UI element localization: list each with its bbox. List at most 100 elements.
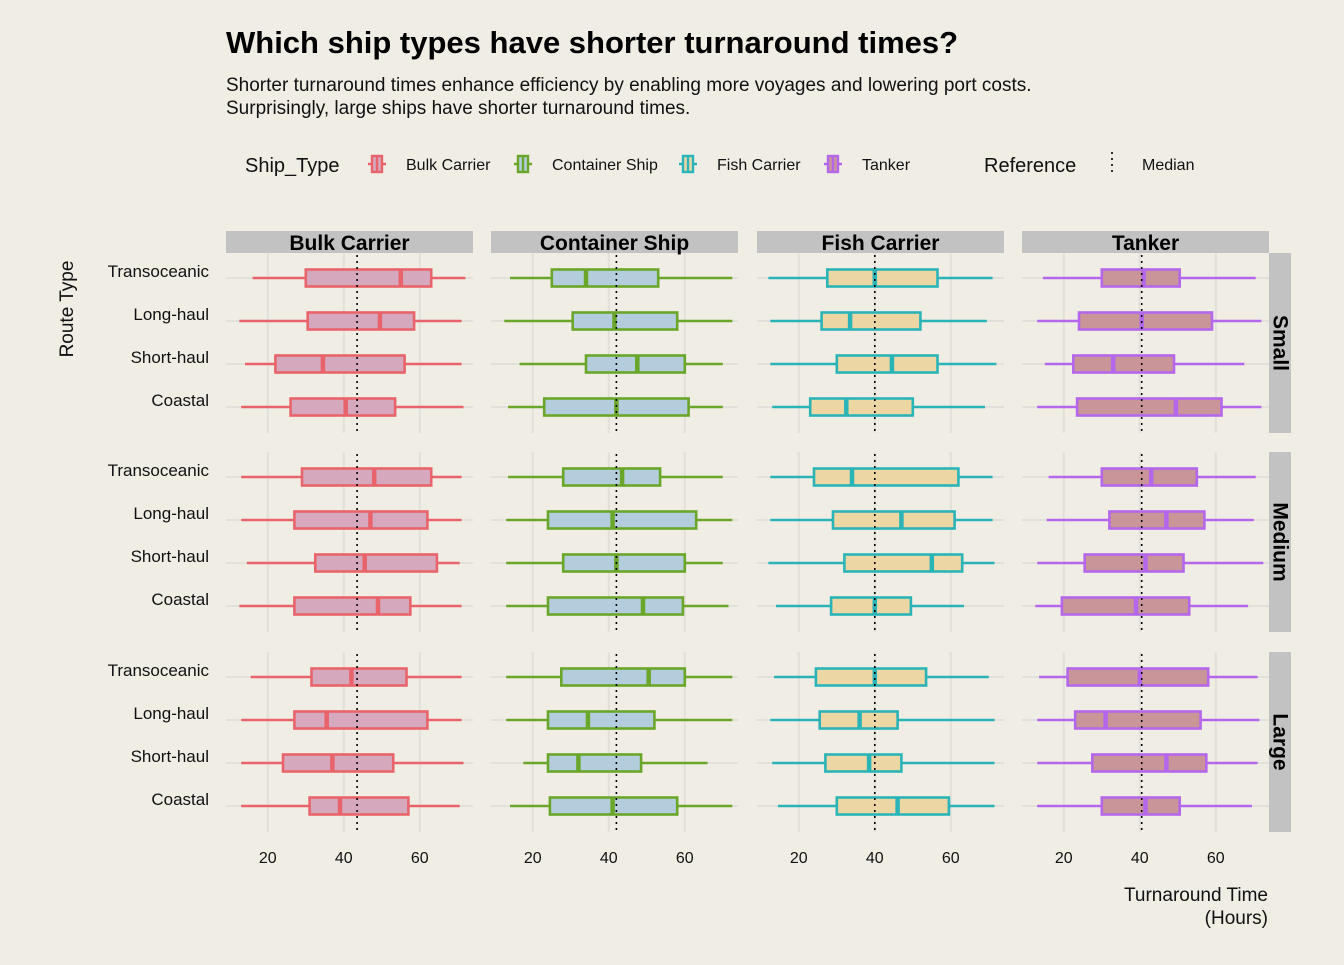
box-container-ship-large-long-haul xyxy=(546,710,656,730)
box-tanker-large-short-haul xyxy=(1091,753,1208,773)
row-strip-label-large: Large xyxy=(1269,713,1292,770)
chart-subtitle-line-2: Surprisingly, large ships have shorter t… xyxy=(226,98,690,119)
box-tanker-small-transoceanic xyxy=(1100,268,1182,288)
chart-subtitle-line-1: Shorter turnaround times enhance efficie… xyxy=(226,75,1032,96)
box-container-ship-medium-long-haul xyxy=(546,510,698,530)
box-container-ship-medium-coastal xyxy=(546,596,685,616)
route-label-large-long-haul: Long-haul xyxy=(133,704,209,723)
box-bulk-carrier-medium-long-haul xyxy=(293,510,429,530)
box-bulk-carrier-large-long-haul xyxy=(293,710,429,730)
x-tick-label-bulk-carrier-20: 20 xyxy=(259,850,277,867)
row-strip-label-small: Small xyxy=(1269,315,1292,371)
box-bulk-carrier-medium-transoceanic xyxy=(300,467,433,487)
strip-label-container-ship: Container Ship xyxy=(540,232,689,255)
strip-label-fish-carrier: Fish Carrier xyxy=(822,232,940,255)
x-tick-label-fish-carrier-40: 40 xyxy=(866,850,884,867)
strip-fish-carrier xyxy=(757,231,1004,253)
box-bulk-carrier-large-short-haul xyxy=(281,753,395,773)
box-fish-carrier-medium-transoceanic xyxy=(812,467,960,487)
row-strip-label-medium: Medium xyxy=(1269,502,1292,581)
legend-label-median: Median xyxy=(1142,157,1194,174)
strip-container-ship xyxy=(491,231,738,253)
x-tick-label-tanker-40: 40 xyxy=(1131,850,1149,867)
legend-item-tanker: Tanker xyxy=(824,154,911,174)
box-container-ship-large-short-haul xyxy=(546,753,643,773)
x-tick-label-bulk-carrier-60: 60 xyxy=(411,850,429,867)
box-fish-carrier-small-short-haul xyxy=(835,354,939,374)
x-tick-label-tanker-60: 60 xyxy=(1207,850,1225,867)
box-bulk-carrier-small-long-haul xyxy=(306,311,416,331)
box-container-ship-medium-short-haul xyxy=(561,553,687,573)
box-bulk-carrier-medium-short-haul xyxy=(313,553,439,573)
route-label-medium-coastal: Coastal xyxy=(151,590,209,609)
x-tick-label-container-ship-60: 60 xyxy=(676,850,694,867)
box-tanker-large-coastal xyxy=(1100,796,1182,816)
row-strip-medium xyxy=(1269,452,1291,632)
box-bulk-carrier-large-coastal xyxy=(308,796,410,816)
box-tanker-large-long-haul xyxy=(1073,710,1202,730)
x-tick-label-container-ship-20: 20 xyxy=(524,850,542,867)
chart-title: Which ship types have shorter turnaround… xyxy=(226,25,958,60)
box-bulk-carrier-medium-coastal xyxy=(293,596,412,616)
box-fish-carrier-small-coastal xyxy=(808,397,915,417)
route-label-medium-transoceanic: Transoceanic xyxy=(108,461,210,480)
row-strip-large xyxy=(1269,652,1291,832)
legend-label-fish-carrier: Fish Carrier xyxy=(717,157,801,174)
route-label-small-transoceanic: Transoceanic xyxy=(108,262,210,281)
box-fish-carrier-medium-short-haul xyxy=(843,553,964,573)
box-fish-carrier-medium-coastal xyxy=(829,596,913,616)
box-tanker-medium-coastal xyxy=(1060,596,1191,616)
x-axis-title-line-2: (Hours) xyxy=(1205,908,1268,929)
box-tanker-medium-short-haul xyxy=(1083,553,1185,573)
box-container-ship-medium-transoceanic xyxy=(561,467,662,487)
strip-tanker xyxy=(1022,231,1269,253)
route-label-large-coastal: Coastal xyxy=(151,790,209,809)
legend-item-median-reference: Median xyxy=(1111,152,1194,176)
route-label-small-short-haul: Short-haul xyxy=(131,348,209,367)
route-label-large-short-haul: Short-haul xyxy=(131,747,209,766)
route-label-small-long-haul: Long-haul xyxy=(133,305,209,324)
box-tanker-small-short-haul xyxy=(1072,354,1176,374)
y-axis-title: Route Type xyxy=(57,261,78,358)
legend-item-container-ship: Container Ship xyxy=(514,154,658,174)
x-tick-label-bulk-carrier-40: 40 xyxy=(335,850,353,867)
route-label-medium-long-haul: Long-haul xyxy=(133,504,209,523)
box-fish-carrier-small-long-haul xyxy=(820,311,922,331)
box-fish-carrier-medium-long-haul xyxy=(831,510,956,530)
box-fish-carrier-large-short-haul xyxy=(824,753,903,773)
x-tick-label-fish-carrier-20: 20 xyxy=(790,850,808,867)
legend-title-ship-type: Ship_Type xyxy=(245,155,340,177)
route-label-large-transoceanic: Transoceanic xyxy=(108,661,210,680)
legend-item-fish-carrier: Fish Carrier xyxy=(679,154,801,174)
box-bulk-carrier-small-coastal xyxy=(289,397,397,417)
legend: Ship_Type Reference Bulk Carrier Containe… xyxy=(245,152,1194,177)
box-tanker-medium-long-haul xyxy=(1108,510,1206,530)
box-fish-carrier-large-coastal xyxy=(835,796,951,816)
box-tanker-small-coastal xyxy=(1075,397,1223,417)
legend-title-reference: Reference xyxy=(984,155,1076,177)
x-axis-title-line-1: Turnaround Time xyxy=(1124,885,1268,906)
box-container-ship-small-transoceanic xyxy=(550,268,660,288)
route-label-medium-short-haul: Short-haul xyxy=(131,547,209,566)
x-tick-label-fish-carrier-60: 60 xyxy=(942,850,960,867)
box-bulk-carrier-small-transoceanic xyxy=(304,268,433,288)
strip-label-tanker: Tanker xyxy=(1112,232,1179,255)
box-bulk-carrier-large-transoceanic xyxy=(310,667,408,687)
box-fish-carrier-small-transoceanic xyxy=(825,268,939,288)
box-tanker-small-long-haul xyxy=(1077,311,1214,331)
plot-area: Bulk Carrier Container Ship Fish Carrier Ta… xyxy=(108,231,1292,867)
legend-label-bulk-carrier: Bulk Carrier xyxy=(406,157,491,174)
box-fish-carrier-large-transoceanic xyxy=(814,667,928,687)
box-container-ship-large-transoceanic xyxy=(559,667,687,687)
box-container-ship-small-long-haul xyxy=(571,311,679,331)
row-strip-small xyxy=(1269,253,1291,433)
x-tick-label-container-ship-40: 40 xyxy=(600,850,618,867)
box-bulk-carrier-small-short-haul xyxy=(274,354,406,374)
legend-item-bulk-carrier: Bulk Carrier xyxy=(368,154,491,174)
legend-label-tanker: Tanker xyxy=(862,157,911,174)
strip-label-bulk-carrier: Bulk Carrier xyxy=(289,232,409,255)
strip-bulk-carrier xyxy=(226,231,473,253)
legend-label-container-ship: Container Ship xyxy=(552,157,658,174)
